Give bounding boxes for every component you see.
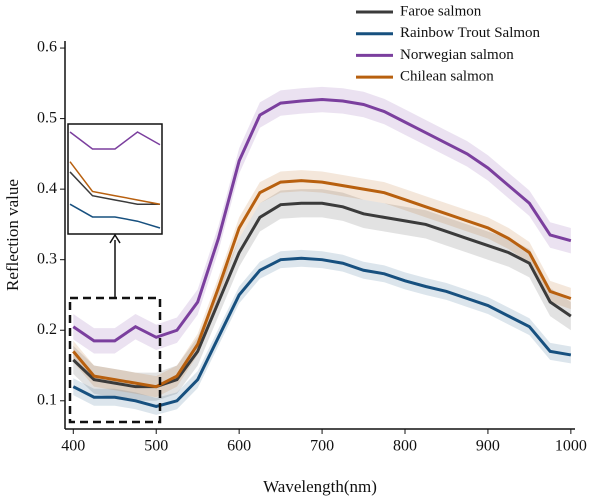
plot-area: 0.1 0.2 0.3 0.4 0.5 0.6 400 500 600 700 800 900 1000	[37, 39, 587, 455]
legend-label: Rainbow Trout Salmon	[400, 25, 541, 41]
x-tick-label: 1000	[555, 438, 587, 455]
y-tick-label: 0.6	[37, 39, 57, 56]
legend-label: Norwegian salmon	[400, 47, 514, 63]
inset-line	[69, 171, 160, 205]
x-tick-label: 400	[61, 438, 85, 455]
legend-label: Chilean salmon	[400, 69, 494, 85]
x-tick-label: 900	[476, 438, 500, 455]
y-axis-label: Reflection value	[3, 179, 22, 291]
x-tick-label: 600	[227, 438, 251, 455]
y-tick-label: 0.3	[37, 250, 57, 267]
zoom-arrow-head	[109, 233, 121, 244]
y-tick-label: 0.1	[37, 391, 57, 408]
x-axis-label: Wavelength(nm)	[263, 477, 377, 496]
series-line	[72, 179, 572, 389]
inset-line	[69, 131, 161, 150]
x-tick-label: 500	[144, 438, 168, 455]
y-tick-label: 0.5	[37, 109, 57, 126]
x-tick-label: 700	[310, 438, 334, 455]
error-band	[73, 86, 571, 354]
legend-label: Faroe salmon	[400, 3, 482, 19]
series-line	[72, 98, 572, 343]
inset-line	[69, 203, 161, 229]
y-tick-label: 0.4	[37, 180, 57, 197]
y-tick-label: 0.2	[37, 321, 57, 338]
series-line	[72, 256, 572, 408]
x-tick-label: 800	[393, 438, 417, 455]
inset-line	[69, 161, 161, 205]
